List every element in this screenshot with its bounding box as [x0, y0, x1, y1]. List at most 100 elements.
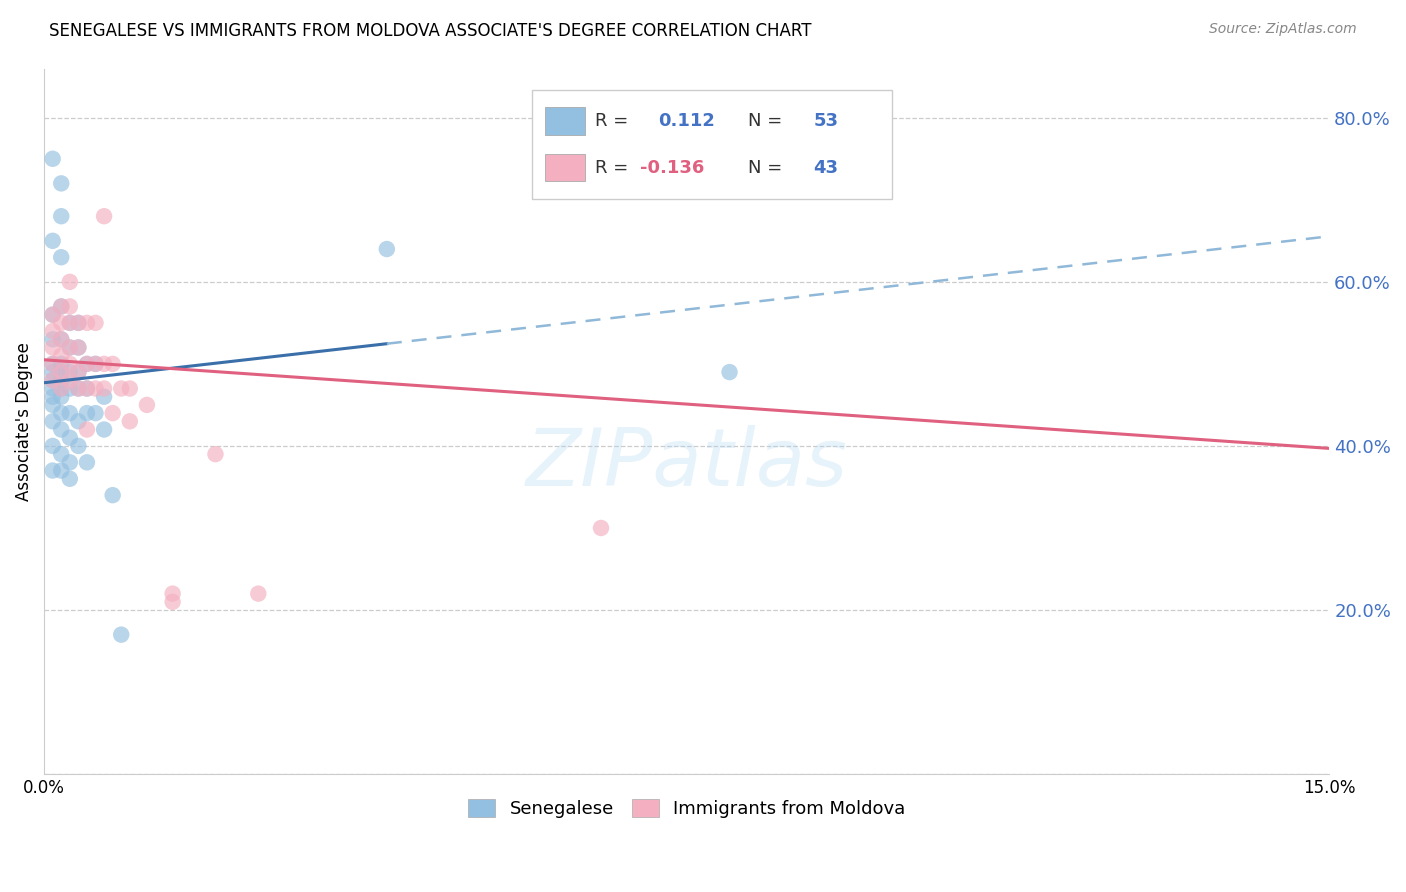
Point [59, 275, 82, 289]
Point [67, 341, 90, 355]
Point [718, 365, 741, 379]
Text: Source: ZipAtlas.com: Source: ZipAtlas.com [1209, 22, 1357, 37]
Y-axis label: Associate's Degree: Associate's Degree [15, 342, 32, 500]
Point [51, 177, 73, 191]
Point [51, 406, 73, 420]
Point [51, 300, 73, 314]
Point [51, 365, 73, 379]
Point [101, 488, 124, 502]
Point [41, 414, 63, 428]
Point [51, 373, 73, 387]
Point [76, 357, 98, 371]
Point [51, 316, 73, 330]
Point [59, 357, 82, 371]
Point [59, 373, 82, 387]
Point [589, 521, 612, 535]
Point [51, 332, 73, 346]
Point [67, 382, 90, 396]
Point [84, 357, 107, 371]
Point [41, 439, 63, 453]
Point [67, 439, 90, 453]
Point [41, 398, 63, 412]
Point [59, 382, 82, 396]
Point [41, 390, 63, 404]
Point [41, 324, 63, 338]
Point [41, 373, 63, 387]
Point [41, 382, 63, 396]
Point [41, 341, 63, 355]
Point [59, 406, 82, 420]
Point [118, 414, 141, 428]
Text: ZIPatlas: ZIPatlas [526, 425, 848, 503]
Point [110, 627, 132, 641]
Point [59, 341, 82, 355]
Point [76, 382, 98, 396]
Point [51, 250, 73, 264]
Point [118, 382, 141, 396]
Point [67, 414, 90, 428]
Point [59, 455, 82, 469]
Point [67, 365, 90, 379]
Point [375, 242, 398, 256]
Point [59, 316, 82, 330]
Point [162, 595, 184, 609]
Point [101, 357, 124, 371]
Point [51, 209, 73, 223]
Point [51, 423, 73, 437]
Point [93, 357, 115, 371]
Point [41, 464, 63, 478]
Point [76, 316, 98, 330]
Point [51, 464, 73, 478]
Point [67, 365, 90, 379]
Point [93, 423, 115, 437]
Point [41, 365, 63, 379]
Point [110, 382, 132, 396]
Point [76, 455, 98, 469]
Point [41, 308, 63, 322]
Point [76, 382, 98, 396]
Point [41, 234, 63, 248]
Point [93, 382, 115, 396]
Point [59, 365, 82, 379]
Point [59, 431, 82, 445]
Point [67, 341, 90, 355]
Point [51, 390, 73, 404]
Point [51, 300, 73, 314]
Point [84, 406, 107, 420]
Point [59, 472, 82, 486]
Legend: Senegalese, Immigrants from Moldova: Senegalese, Immigrants from Moldova [461, 791, 912, 825]
Point [51, 382, 73, 396]
Text: SENEGALESE VS IMMIGRANTS FROM MOLDOVA ASSOCIATE'S DEGREE CORRELATION CHART: SENEGALESE VS IMMIGRANTS FROM MOLDOVA AS… [49, 22, 811, 40]
Point [41, 373, 63, 387]
Point [51, 447, 73, 461]
Point [162, 586, 184, 600]
Point [67, 316, 90, 330]
Point [41, 152, 63, 166]
Point [84, 382, 107, 396]
Point [41, 308, 63, 322]
Point [41, 332, 63, 346]
Point [59, 316, 82, 330]
Point [93, 390, 115, 404]
Point [135, 398, 157, 412]
Point [51, 365, 73, 379]
Point [41, 357, 63, 371]
Point [93, 209, 115, 223]
Point [51, 382, 73, 396]
Point [76, 357, 98, 371]
Point [804, 177, 827, 191]
Point [67, 382, 90, 396]
Point [67, 316, 90, 330]
Point [51, 332, 73, 346]
Point [247, 586, 270, 600]
Point [59, 300, 82, 314]
Point [84, 316, 107, 330]
Point [204, 447, 226, 461]
Point [76, 406, 98, 420]
Point [84, 357, 107, 371]
Point [76, 423, 98, 437]
Point [59, 341, 82, 355]
Point [41, 357, 63, 371]
Point [51, 349, 73, 363]
Point [51, 357, 73, 371]
